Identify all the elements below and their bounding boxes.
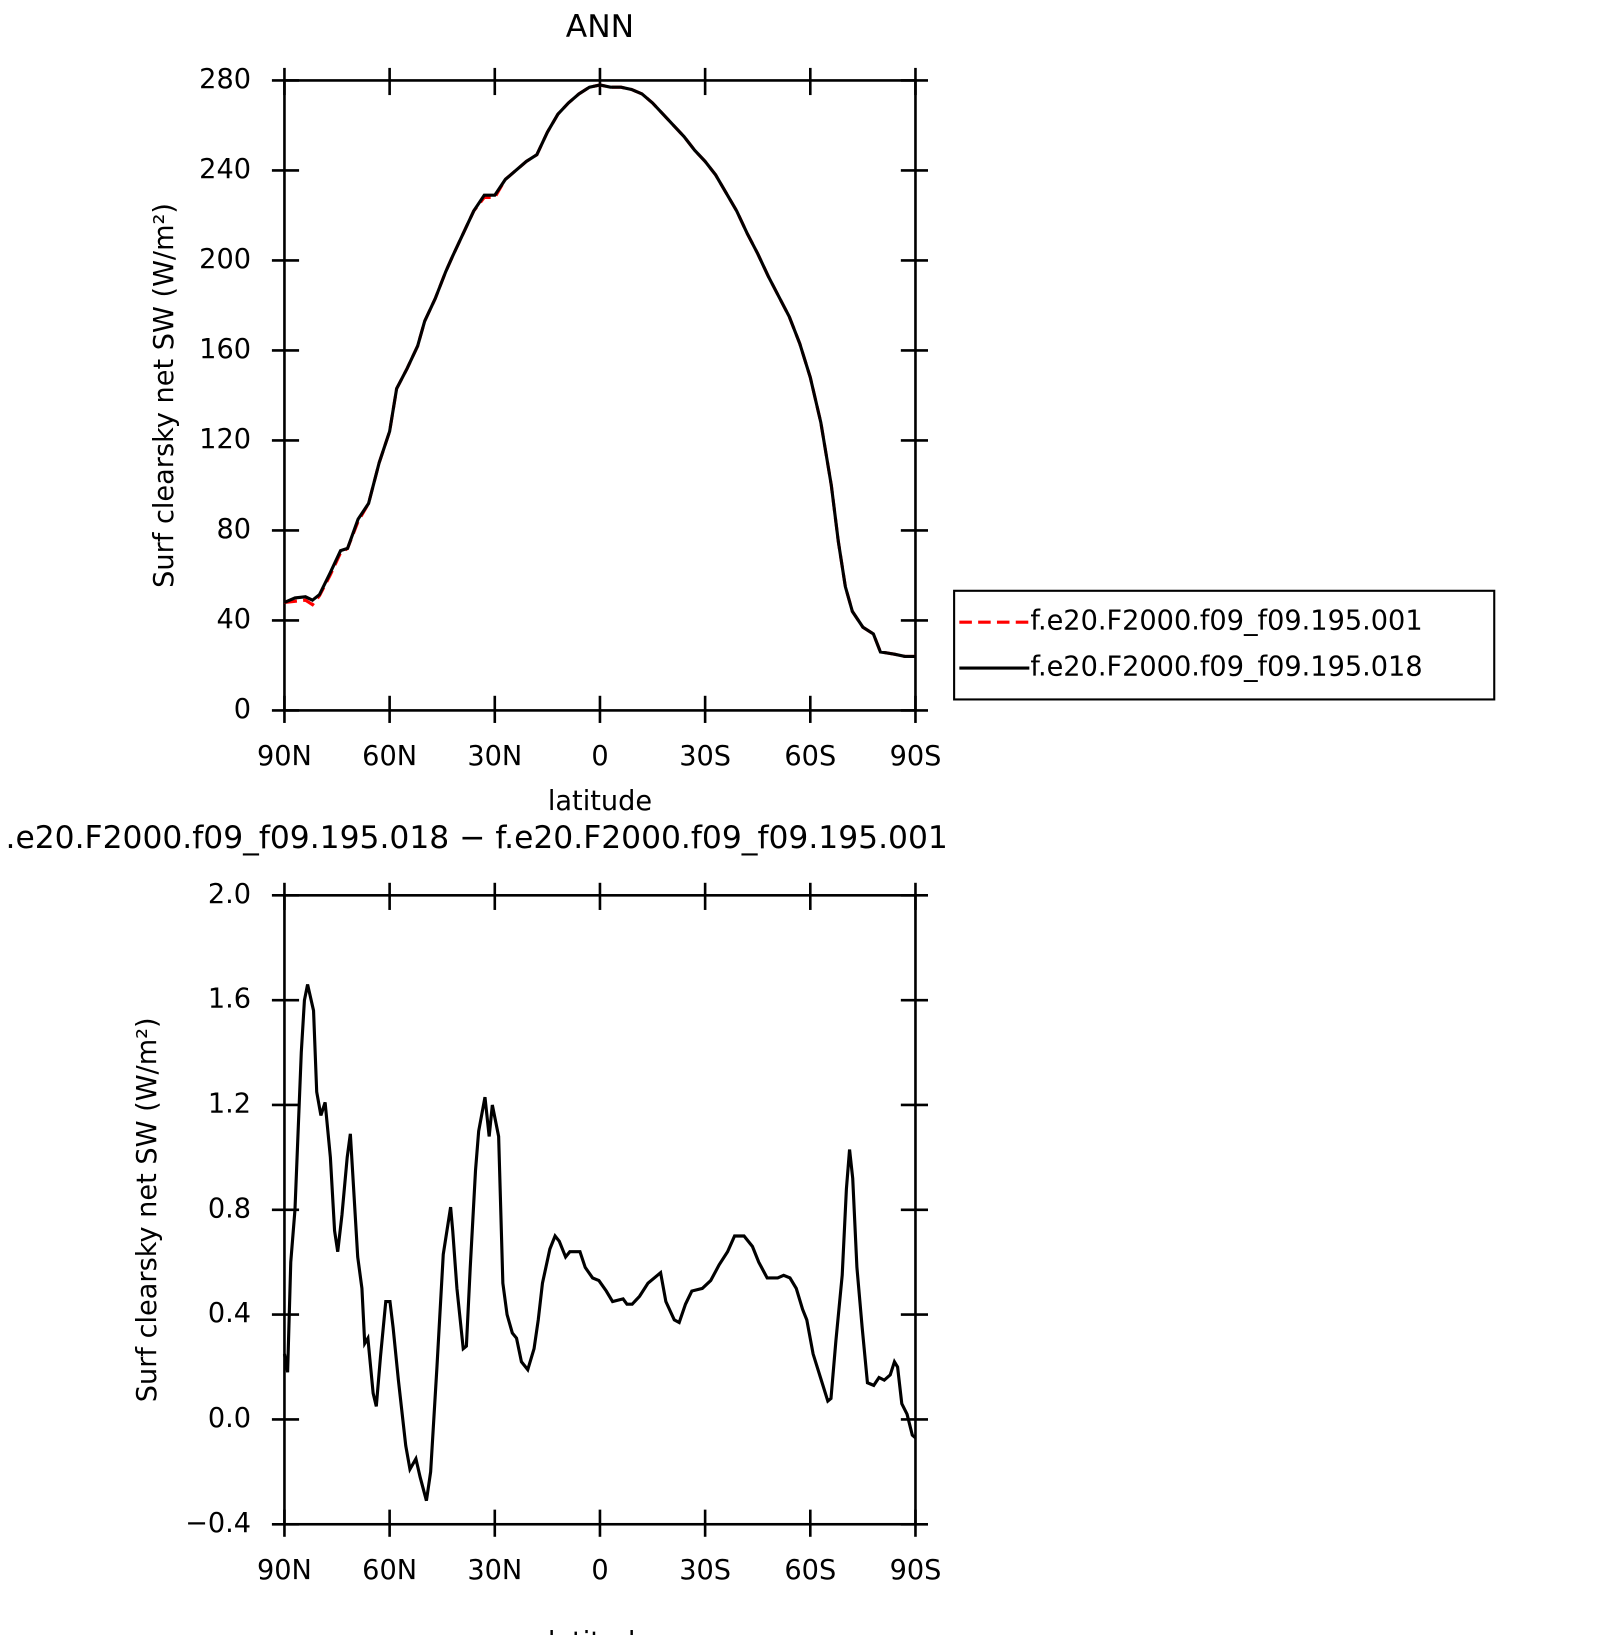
y-tick-label: 1.6 — [208, 984, 251, 1015]
x-tick-label: 0 — [591, 1555, 608, 1586]
y-tick-label: 120 — [199, 424, 251, 455]
y-tick-label: 1.2 — [208, 1088, 251, 1119]
y-tick-label: 2.0 — [208, 879, 251, 910]
x-tick-label: 30N — [467, 741, 522, 772]
plot-frame — [283, 894, 917, 1526]
legend-label: f.e20.F2000.f09_f09.195.001 — [1030, 606, 1422, 637]
y-axis-label: Surf clearsky net SW (W/m²) — [132, 1017, 163, 1402]
data-line — [283, 83, 916, 658]
y-tick-label: −0.4 — [185, 1508, 251, 1539]
x-tick-label: 60S — [784, 741, 836, 772]
x-tick-label: 30S — [679, 1555, 731, 1586]
legend-label: f.e20.F2000.f09_f09.195.018 — [1030, 652, 1422, 683]
x-tick-label: 90N — [257, 1555, 312, 1586]
x-tick-label: 0 — [591, 741, 608, 772]
y-tick-label: 160 — [199, 334, 251, 365]
y-axis-label: Surf clearsky net SW (W/m²) — [149, 203, 180, 588]
x-tick-label: 60S — [784, 1555, 836, 1586]
data-line — [284, 83, 916, 658]
y-tick-label: 80 — [216, 514, 251, 545]
x-axis-label: latitude — [548, 1627, 652, 1635]
x-tick-label: 90S — [890, 741, 942, 772]
y-tick-label: 0.4 — [208, 1298, 251, 1329]
plot-frame — [283, 79, 917, 712]
x-tick-label: 30S — [679, 741, 731, 772]
x-tick-label: 60N — [362, 1555, 417, 1586]
y-tick-label: 0.8 — [208, 1193, 251, 1224]
legend-box — [953, 589, 1496, 701]
x-tick-label: 30N — [467, 1555, 522, 1586]
x-axis-label: latitude — [548, 786, 652, 817]
y-tick-label: 240 — [199, 154, 251, 185]
x-tick-label: 90S — [890, 1555, 942, 1586]
y-tick-label: 40 — [216, 604, 251, 635]
y-tick-label: 0 — [234, 694, 251, 725]
y-tick-label: 200 — [199, 244, 251, 275]
y-tick-label: 0.0 — [208, 1403, 251, 1434]
chart-title: .e20.F2000.f09_f09.195.018 − f.e20.F2000… — [6, 820, 948, 856]
x-tick-label: 60N — [362, 741, 417, 772]
y-tick-label: 280 — [199, 64, 251, 95]
x-tick-label: 90N — [257, 741, 312, 772]
data-line — [282, 984, 917, 1502]
chart-title: ANN — [566, 9, 634, 45]
